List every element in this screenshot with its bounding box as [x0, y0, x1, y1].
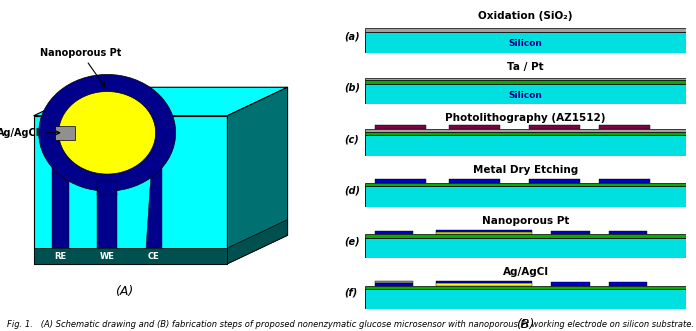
Bar: [609, 282, 647, 286]
Bar: [365, 28, 686, 32]
Circle shape: [39, 74, 175, 191]
Bar: [436, 230, 532, 232]
Text: Photolithography (AZ1512): Photolithography (AZ1512): [445, 114, 606, 123]
Bar: [436, 281, 532, 283]
Bar: [375, 283, 413, 286]
Text: CE: CE: [148, 252, 160, 261]
Bar: [365, 234, 686, 238]
Bar: [551, 282, 590, 286]
Text: Silicon: Silicon: [509, 39, 542, 48]
Text: (b): (b): [345, 83, 361, 93]
Text: Ag/AgCl: Ag/AgCl: [0, 128, 60, 138]
Polygon shape: [56, 126, 75, 140]
Polygon shape: [33, 87, 287, 116]
Polygon shape: [52, 159, 69, 248]
Polygon shape: [228, 220, 287, 264]
Bar: [599, 125, 650, 129]
Bar: [551, 231, 590, 234]
Bar: [436, 283, 532, 286]
Text: Fig. 1.   (A) Schematic drawing and (B) fabrication steps of proposed nonenzymat: Fig. 1. (A) Schematic drawing and (B) fa…: [7, 320, 694, 329]
Polygon shape: [97, 181, 117, 195]
Bar: [609, 231, 647, 234]
Bar: [365, 286, 686, 289]
Text: (B): (B): [516, 318, 535, 331]
Bar: [449, 125, 500, 129]
Bar: [375, 125, 426, 129]
Text: Ag/AgCl: Ag/AgCl: [503, 267, 548, 277]
Text: (e): (e): [345, 237, 360, 247]
Bar: [529, 179, 580, 183]
Bar: [375, 281, 413, 283]
Bar: [449, 179, 500, 183]
Polygon shape: [97, 193, 117, 248]
Text: Nanoporous Pt: Nanoporous Pt: [482, 216, 569, 226]
Text: Nanoporous Pt: Nanoporous Pt: [40, 48, 122, 87]
Bar: [365, 132, 686, 135]
Polygon shape: [228, 87, 287, 264]
Bar: [365, 238, 686, 258]
Polygon shape: [33, 116, 228, 264]
Bar: [365, 78, 686, 80]
Text: (a): (a): [345, 31, 360, 41]
Bar: [365, 129, 686, 132]
Bar: [375, 179, 426, 183]
Polygon shape: [145, 159, 162, 248]
Text: RE: RE: [54, 252, 67, 261]
Text: WE: WE: [100, 252, 115, 261]
Text: Oxidation (SiO₂): Oxidation (SiO₂): [478, 11, 573, 21]
Bar: [365, 183, 686, 186]
Bar: [365, 289, 686, 309]
Bar: [365, 186, 686, 207]
Text: (f): (f): [345, 288, 358, 298]
Bar: [365, 84, 686, 104]
Bar: [365, 135, 686, 156]
Text: (d): (d): [345, 185, 361, 195]
Bar: [436, 232, 532, 234]
Text: (A): (A): [115, 285, 133, 298]
Bar: [529, 125, 580, 129]
Polygon shape: [33, 248, 228, 264]
Bar: [365, 32, 686, 53]
Text: Silicon: Silicon: [509, 91, 542, 100]
Text: Ta / Pt: Ta / Pt: [507, 62, 544, 72]
Bar: [599, 179, 650, 183]
Text: (c): (c): [345, 134, 359, 144]
Bar: [365, 80, 686, 84]
Text: Metal Dry Etching: Metal Dry Etching: [473, 165, 578, 175]
Circle shape: [58, 92, 156, 174]
Bar: [375, 231, 413, 234]
